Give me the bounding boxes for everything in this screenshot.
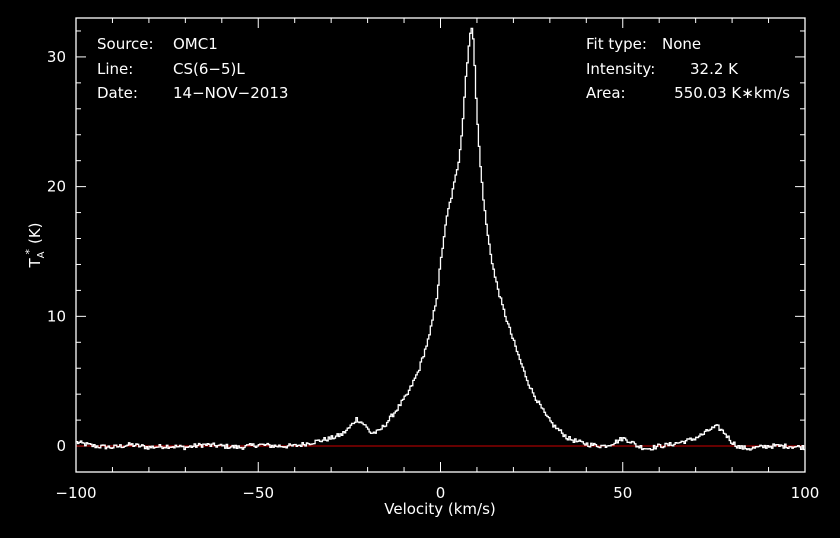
y-tick-labels: 0 10 20 30 bbox=[47, 48, 66, 455]
x-tick-label: 50 bbox=[613, 484, 632, 502]
x-tick-label: −50 bbox=[242, 484, 274, 502]
date-value: 14−NOV−2013 bbox=[173, 84, 288, 102]
y-tick-label: 0 bbox=[56, 437, 66, 455]
intensity-label: Intensity: bbox=[586, 60, 655, 78]
fit-type-label: Fit type: bbox=[586, 35, 647, 53]
y-axis-label: TA* (K) bbox=[23, 222, 47, 268]
y-axis-label-sup: * bbox=[23, 249, 36, 255]
axis-ticks bbox=[75, 18, 806, 472]
svg-text:TA*(K): TA* (K) bbox=[23, 222, 47, 268]
x-tick-label: 0 bbox=[436, 484, 446, 502]
spectrum-line bbox=[76, 27, 805, 451]
area-label: Area: bbox=[586, 84, 626, 102]
area-value: 550.03 K∗km/s bbox=[674, 84, 790, 102]
source-label: Source: bbox=[97, 35, 154, 53]
y-tick-label: 30 bbox=[47, 48, 66, 66]
y-tick-label: 20 bbox=[47, 178, 66, 196]
header-left: Source: OMC1 Line: CS(6−5)L Date: 14−NOV… bbox=[97, 35, 288, 102]
header-right: Fit type: None Intensity: 32.2 K Area: 5… bbox=[586, 35, 790, 102]
line-label: Line: bbox=[97, 60, 133, 78]
date-label: Date: bbox=[97, 84, 138, 102]
x-tick-labels: −100 −50 0 50 100 bbox=[55, 484, 819, 502]
intensity-value: 32.2 K bbox=[690, 60, 739, 78]
source-value: OMC1 bbox=[173, 35, 218, 53]
fit-type-value: None bbox=[662, 35, 701, 53]
x-tick-label: −100 bbox=[55, 484, 96, 502]
plot-frame bbox=[75, 17, 806, 473]
y-axis-label-main: T bbox=[26, 258, 44, 269]
line-value: CS(6−5)L bbox=[173, 60, 245, 78]
y-axis-label-unit: (K) bbox=[26, 222, 44, 244]
x-axis-label: Velocity (km/s) bbox=[384, 500, 495, 518]
x-tick-label: 100 bbox=[791, 484, 820, 502]
y-tick-label: 10 bbox=[47, 307, 66, 325]
y-axis-label-sub: A bbox=[36, 251, 47, 258]
